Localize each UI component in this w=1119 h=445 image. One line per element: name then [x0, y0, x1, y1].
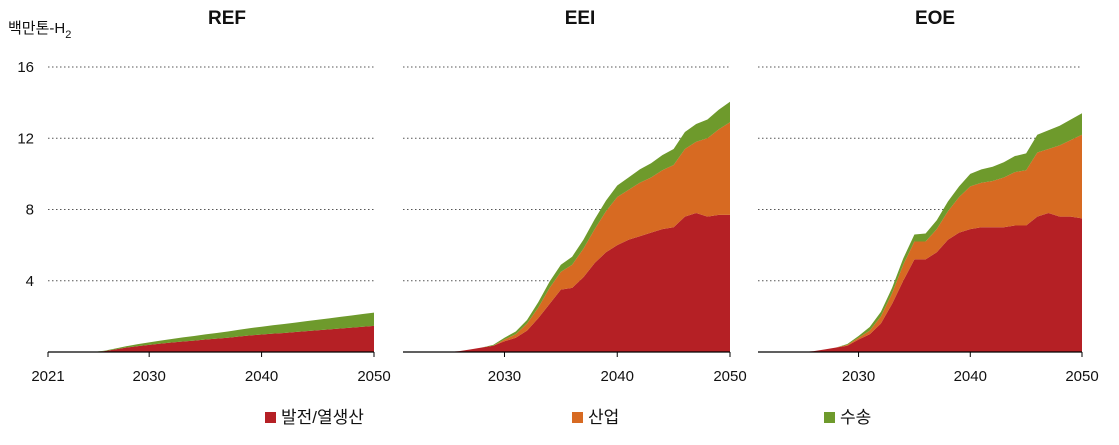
- area-series-2: [758, 134, 1082, 352]
- x-tick-label: 2050: [357, 368, 390, 385]
- y-tick-label: 4: [26, 273, 34, 290]
- x-tick-label: 2050: [713, 368, 746, 385]
- area-series-1: [758, 213, 1082, 352]
- x-tick-label: 2030: [842, 368, 875, 385]
- y-tick-label: 8: [26, 202, 34, 219]
- area-series-3: [758, 113, 1082, 352]
- legend-label: 산업: [588, 408, 619, 427]
- x-tick-label: 2040: [601, 368, 634, 385]
- unit-main: 백만톤-H: [8, 20, 65, 37]
- y-tick-label: 12: [17, 130, 34, 147]
- panel-ref: REF 4 8 12 16 2021 2030 2040 2050: [17, 8, 390, 385]
- legend-label: 발전/열생산: [281, 408, 364, 427]
- unit-subscript: 2: [65, 29, 71, 41]
- y-axis-unit-label: 백만톤-H2: [8, 20, 71, 41]
- area-series-3: [403, 101, 730, 352]
- panel-eei: EEI 2030 2040 2050: [403, 8, 747, 385]
- y-tick-label: 16: [17, 59, 34, 76]
- x-tick-label: 2021: [31, 368, 64, 385]
- panel-title: EEI: [565, 8, 596, 29]
- legend-swatch: [824, 412, 835, 423]
- x-tick-label: 2040: [245, 368, 278, 385]
- x-tick-label: 2040: [954, 368, 987, 385]
- legend-swatch: [572, 412, 583, 423]
- x-tick-label: 2050: [1065, 368, 1098, 385]
- legend-item: 수송: [824, 408, 871, 427]
- panel-eoe: EOE 2030 2040 2050: [758, 8, 1099, 385]
- x-tick-label: 2030: [488, 368, 521, 385]
- legend-label: 수송: [840, 408, 871, 427]
- legend-item: 산업: [572, 408, 619, 427]
- area-series-2: [403, 122, 730, 352]
- chart-panels: REF 4 8 12 16 2021 2030 2040 2050 EEI 2030 2040 2050…: [17, 8, 1098, 385]
- legend-swatch: [265, 412, 276, 423]
- panel-title: REF: [208, 8, 246, 29]
- legend-item: 발전/열생산: [265, 408, 364, 427]
- area-series-1: [403, 213, 730, 352]
- panel-title: EOE: [915, 8, 955, 29]
- x-tick-label: 2030: [132, 368, 165, 385]
- area-series-1: [48, 325, 374, 352]
- legend: 발전/열생산 산업 수송: [265, 408, 871, 427]
